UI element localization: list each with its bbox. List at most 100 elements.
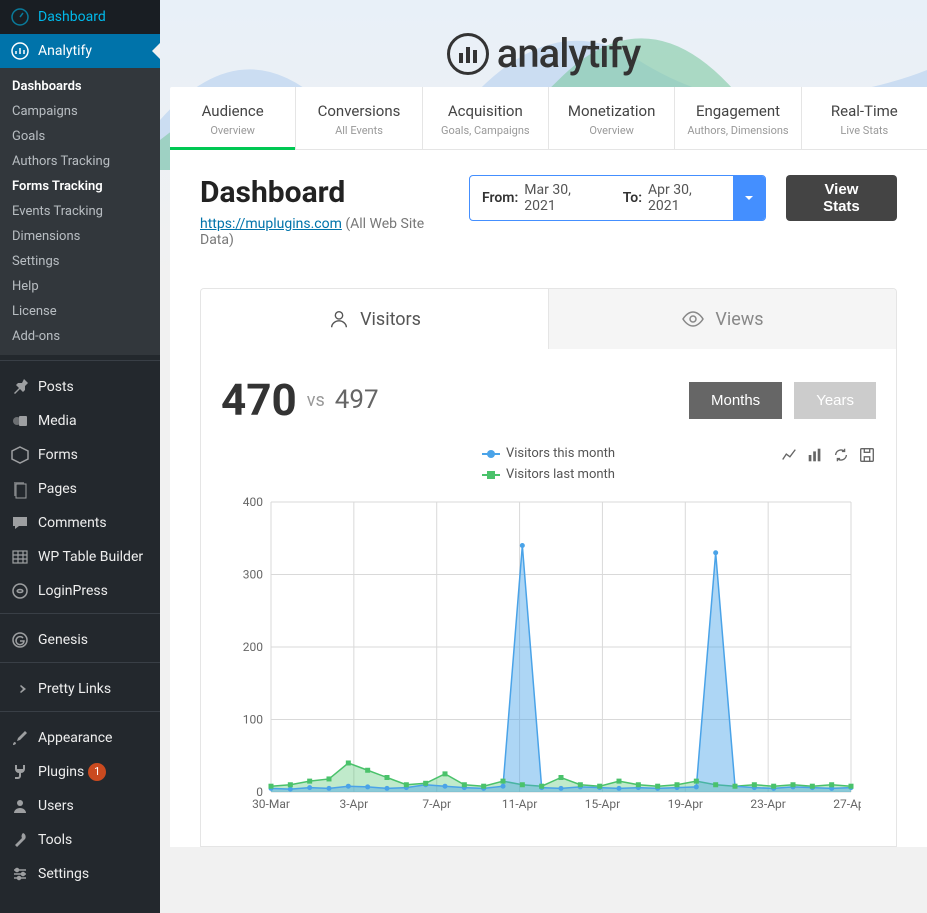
sidebar-item-pages[interactable]: Pages: [0, 472, 160, 506]
sidebar-item-genesis[interactable]: Genesis: [0, 623, 160, 657]
logo-text: analytify: [497, 30, 640, 77]
eye-icon: [681, 307, 705, 331]
forms-icon: [10, 445, 30, 465]
sidebar-separator: [0, 613, 160, 618]
visitors-chart: 010020030040030-Mar3-Apr7-Apr11-Apr15-Ap…: [221, 482, 861, 822]
sidebar-item-users[interactable]: Users: [0, 789, 160, 823]
sidebar-sub-addons[interactable]: Add-ons: [0, 324, 160, 349]
legend-label: Visitors this month: [506, 446, 615, 461]
years-button[interactable]: Years: [794, 382, 876, 419]
tab-realtime[interactable]: Real-Time Live Stats: [802, 87, 927, 149]
media-icon: [10, 411, 30, 431]
sidebar-item-prettylinks[interactable]: Pretty Links: [0, 672, 160, 706]
save-icon[interactable]: [858, 446, 876, 464]
chart-icon: [10, 41, 30, 61]
table-icon: [10, 547, 30, 567]
sidebar-sub-dashboards[interactable]: Dashboards: [0, 74, 160, 99]
tab-visitors[interactable]: Visitors: [201, 289, 548, 349]
sidebar-item-tools[interactable]: Tools: [0, 823, 160, 857]
sidebar-sub-campaigns[interactable]: Campaigns: [0, 99, 160, 124]
tab-subtitle: All Events: [301, 124, 416, 137]
sidebar-item-label: WP Table Builder: [38, 549, 143, 565]
legend-swatch-icon: [482, 453, 500, 455]
from-date: Mar 30, 2021: [524, 182, 598, 214]
sidebar-item-label: Posts: [38, 379, 74, 395]
sidebar-sub-settings[interactable]: Settings: [0, 249, 160, 274]
sidebar-item-analytify[interactable]: Analytify: [0, 34, 160, 68]
svg-text:7-Apr: 7-Apr: [422, 797, 451, 811]
sidebar-item-settings[interactable]: Settings: [0, 857, 160, 891]
sidebar-item-label: Appearance: [38, 730, 112, 746]
site-url-row: https://muplugins.com (All Web Site Data…: [200, 216, 449, 248]
sidebar-item-label: Analytify: [38, 43, 92, 59]
sidebar-item-comments[interactable]: Comments: [0, 506, 160, 540]
svg-text:400: 400: [243, 495, 263, 509]
sidebar-item-wptablebuilder[interactable]: WP Table Builder: [0, 540, 160, 574]
login-icon: [10, 581, 30, 601]
date-range-picker[interactable]: From: Mar 30, 2021 To: Apr 30, 2021: [469, 175, 766, 221]
tab-title: Conversions: [301, 102, 416, 120]
date-dropdown-toggle[interactable]: [733, 175, 765, 221]
to-label: To:: [623, 190, 642, 206]
sidebar-sub-license[interactable]: License: [0, 299, 160, 324]
dashboard-header: Dashboard https://muplugins.com (All Web…: [170, 150, 927, 258]
from-label: From:: [482, 190, 518, 206]
sidebar-item-forms[interactable]: Forms: [0, 438, 160, 472]
sidebar-item-posts[interactable]: Posts: [0, 370, 160, 404]
tab-subtitle: Goals, Campaigns: [428, 124, 543, 137]
sidebar-sub-events[interactable]: Events Tracking: [0, 199, 160, 224]
date-from: From: Mar 30, 2021: [470, 182, 611, 214]
tab-subtitle: Overview: [554, 124, 669, 137]
tab-subtitle: Live Stats: [807, 124, 922, 137]
stat-vs-label: vs: [307, 390, 325, 411]
sidebar-item-loginpress[interactable]: LoginPress: [0, 574, 160, 608]
tab-title: Monetization: [554, 102, 669, 120]
svg-text:30-Mar: 30-Mar: [252, 797, 290, 811]
sidebar-item-plugins[interactable]: Plugins 1: [0, 755, 160, 789]
sidebar-item-label: Users: [38, 798, 74, 814]
tab-views[interactable]: Views: [548, 289, 896, 349]
svg-text:15-Apr: 15-Apr: [585, 797, 620, 811]
sidebar-item-label: LoginPress: [38, 583, 108, 599]
user-icon: [10, 796, 30, 816]
tab-monetization[interactable]: Monetization Overview: [549, 87, 675, 149]
sidebar-sub-help[interactable]: Help: [0, 274, 160, 299]
sidebar-sub-goals[interactable]: Goals: [0, 124, 160, 149]
stat-current: 470: [221, 374, 297, 426]
sidebar-sub-authors[interactable]: Authors Tracking: [0, 149, 160, 174]
sidebar-item-appearance[interactable]: Appearance: [0, 721, 160, 755]
wp-admin-sidebar: Dashboard Analytify Dashboards Campaigns…: [0, 0, 160, 913]
line-chart-icon[interactable]: [780, 446, 798, 464]
sidebar-sub-dimensions[interactable]: Dimensions: [0, 224, 160, 249]
date-to: To: Apr 30, 2021: [611, 182, 733, 214]
tab-title: Acquisition: [428, 102, 543, 120]
person-icon: [328, 308, 350, 330]
sidebar-sub-forms[interactable]: Forms Tracking: [0, 174, 160, 199]
site-url-link[interactable]: https://muplugins.com: [200, 216, 342, 232]
tab-engagement[interactable]: Engagement Authors, Dimensions: [675, 87, 801, 149]
sidebar-item-dashboard[interactable]: Dashboard: [0, 0, 160, 34]
view-stats-button[interactable]: View Stats: [786, 175, 897, 221]
svg-text:100: 100: [243, 713, 263, 727]
bar-chart-icon[interactable]: [806, 446, 824, 464]
dashboard-icon: [10, 7, 30, 27]
pin-icon: [10, 377, 30, 397]
stat-comparison-row: 470 vs 497 Months Years: [200, 349, 897, 436]
months-button[interactable]: Months: [689, 382, 782, 419]
svg-text:200: 200: [243, 640, 263, 654]
sidebar-item-media[interactable]: Media: [0, 404, 160, 438]
tab-conversions[interactable]: Conversions All Events: [296, 87, 422, 149]
logo-icon: [447, 33, 489, 75]
sidebar-item-label: Pages: [38, 481, 77, 497]
plug-icon: [10, 762, 30, 782]
tab-subtitle: Authors, Dimensions: [680, 124, 795, 137]
tab-audience[interactable]: Audience Overview: [170, 87, 296, 149]
svg-text:11-Apr: 11-Apr: [502, 797, 537, 811]
plugin-update-badge: 1: [88, 763, 106, 781]
tab-acquisition[interactable]: Acquisition Goals, Campaigns: [423, 87, 549, 149]
chart-legend: Visitors this month Visitors last month: [221, 446, 876, 482]
sidebar-item-label: Comments: [38, 515, 107, 531]
sliders-icon: [10, 864, 30, 884]
period-toggle: Months Years: [689, 382, 876, 419]
refresh-icon[interactable]: [832, 446, 850, 464]
